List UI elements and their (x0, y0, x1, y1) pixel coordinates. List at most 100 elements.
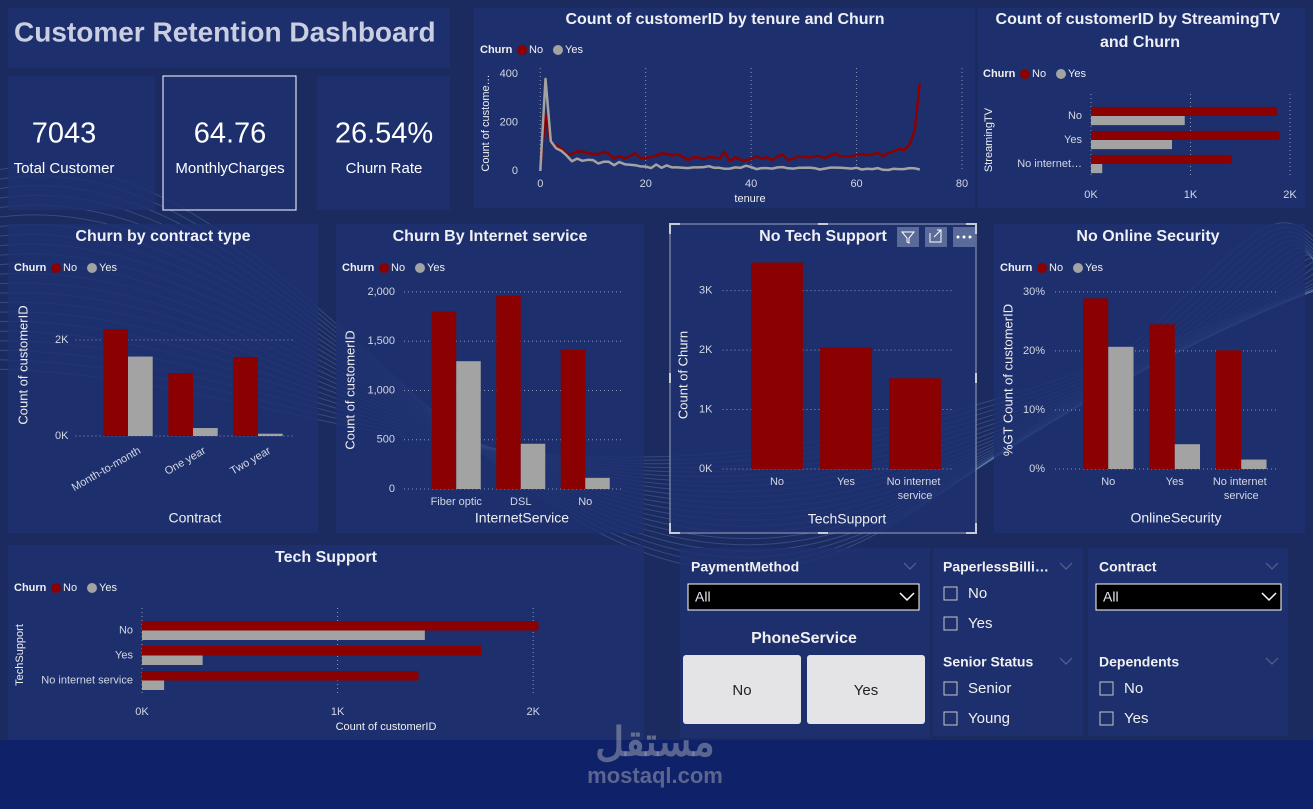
bar (889, 378, 941, 469)
toggle-button[interactable] (683, 655, 801, 724)
legend-label: No (391, 262, 405, 274)
x-tick-label: 20 (640, 178, 652, 190)
button-label: Yes (854, 682, 878, 699)
visual-toolbar (897, 227, 975, 247)
series-line (539, 83, 922, 169)
kpi-card (8, 76, 155, 210)
checkbox[interactable] (943, 586, 958, 601)
focus-icon[interactable] (925, 227, 947, 247)
legend-swatch (553, 45, 563, 55)
toggle-button[interactable] (807, 655, 925, 724)
y-tick-label: 10% (1023, 404, 1045, 416)
bar (456, 361, 481, 489)
kpi-label: Churn Rate (346, 160, 423, 177)
chart-title: No Online Security (1076, 228, 1219, 245)
bar (142, 621, 539, 631)
chart-title: Churn By Internet service (393, 228, 588, 245)
y-tick-label: 400 (500, 68, 518, 80)
checkbox[interactable] (1099, 711, 1114, 726)
bar (1091, 164, 1103, 174)
bar (142, 630, 425, 640)
chart-title: Tech Support (275, 549, 378, 566)
x-category-label: No internet service (887, 476, 944, 502)
chart-title: Count of customerID by StreamingTV and C… (996, 11, 1285, 51)
kpi-value: 64.76 (194, 118, 267, 150)
x-tick-label: 2K (526, 706, 540, 718)
series-line (539, 77, 921, 172)
kpi-label: MonthlyCharges (175, 160, 284, 177)
slicer-panel (1088, 648, 1288, 736)
bar (751, 262, 803, 469)
chart-title: Count of customerID by tenure and Churn (565, 11, 884, 28)
x-tick-label: 40 (745, 178, 757, 190)
filter-glyph (900, 231, 916, 244)
y-tick-label: 1,000 (367, 384, 395, 396)
x-tick-label: 2K (1283, 189, 1297, 201)
slicer-chevron (1265, 657, 1279, 665)
bar (142, 655, 203, 665)
bar (1091, 106, 1277, 116)
slicer-panel (933, 548, 1083, 648)
kpi-card (317, 76, 450, 210)
x-tick-label: 80 (956, 178, 968, 190)
bar (142, 671, 419, 681)
bar (1091, 130, 1280, 140)
bar (1082, 298, 1109, 469)
y-category-label: Yes (1064, 134, 1082, 146)
legend-label: No (529, 44, 543, 56)
bar (1091, 154, 1232, 164)
checkbox-label: Yes (968, 615, 992, 632)
dropdown-chevron (899, 592, 915, 602)
checkbox-label: Senior (968, 680, 1011, 697)
y-tick-label: 500 (377, 434, 395, 446)
y-tick-label: 20% (1023, 345, 1045, 357)
y-category-label: No (119, 624, 133, 636)
x-category-label: Yes (1166, 476, 1184, 488)
legend-title: Churn (14, 262, 47, 274)
bar (1215, 350, 1242, 469)
checkbox-label: Young (968, 710, 1010, 727)
legend-label: Yes (1085, 262, 1103, 274)
slicer-title: Contract (1099, 559, 1157, 575)
y-axis-title: Count of custome… (480, 74, 492, 171)
checkbox[interactable] (1099, 681, 1114, 696)
legend-label: No (1049, 262, 1063, 274)
x-tick-label: 0 (537, 178, 543, 190)
x-tick-label: 0K (135, 706, 149, 718)
checkbox[interactable] (943, 681, 958, 696)
y-category-label: No (1068, 110, 1082, 122)
checkbox[interactable] (943, 711, 958, 726)
bar (1091, 140, 1172, 150)
y-tick-label: 3K (699, 285, 713, 297)
y-tick-label: 30% (1023, 286, 1045, 298)
chart-panel (474, 8, 975, 208)
dropdown-value: All (695, 589, 711, 605)
dropdown[interactable] (687, 583, 920, 611)
dropdown[interactable] (1095, 583, 1282, 611)
x-category-label: DSL (510, 496, 531, 508)
slicer-title: PaymentMethod (691, 559, 799, 575)
bar (233, 356, 258, 436)
y-tick-label: 2K (699, 344, 713, 356)
slicer-title: Senior Status (943, 654, 1033, 670)
bar (258, 433, 283, 436)
checkbox[interactable] (943, 616, 958, 631)
x-axis-title: tenure (734, 193, 765, 205)
x-tick-label: 60 (850, 178, 862, 190)
focus-glyph (929, 229, 942, 243)
legend-label: Yes (565, 44, 583, 56)
legend-label: No (1032, 68, 1046, 80)
dropdown-chevron (1261, 592, 1277, 602)
x-axis-title: TechSupport (808, 511, 887, 527)
slicer-title: Dependents (1099, 654, 1179, 670)
chart-title: No Tech Support (759, 228, 887, 245)
filter-icon[interactable] (897, 227, 919, 247)
y-category-label: No internet… (1017, 158, 1082, 170)
legend-title: Churn (342, 262, 375, 274)
legend-swatch (1020, 69, 1030, 79)
selection-handles (669, 223, 977, 534)
bar (103, 329, 128, 436)
y-tick-label: 1K (699, 403, 713, 415)
chart-panel (8, 224, 318, 533)
bar (431, 311, 457, 489)
